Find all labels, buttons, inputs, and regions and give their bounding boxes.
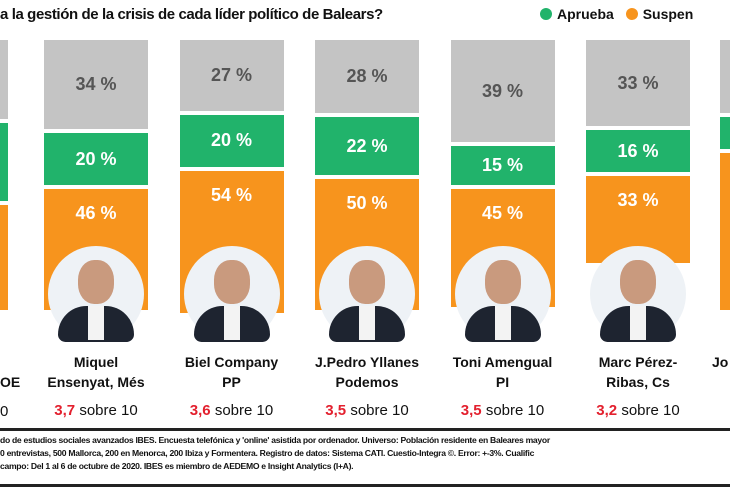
bar-segment bbox=[720, 152, 730, 310]
shirt-shape bbox=[630, 306, 646, 340]
bar-segment bbox=[0, 122, 8, 202]
score-value: 3,6 bbox=[189, 402, 211, 419]
leader-score: 3,5 sobre 10 bbox=[300, 402, 434, 419]
leader-name-line2: Ribas, Cs bbox=[606, 374, 670, 390]
score-value: 3,2 bbox=[596, 402, 618, 419]
leader-name-line1: Toni Amengual bbox=[452, 354, 553, 370]
leader-name-line2: Ensenyat, Més bbox=[47, 374, 145, 390]
data-label: 20 % bbox=[75, 148, 117, 169]
legend-item-suspende: Suspen bbox=[625, 6, 693, 22]
partial-bar-right bbox=[720, 40, 730, 340]
head-shape bbox=[484, 260, 521, 304]
leader-photo bbox=[590, 246, 686, 342]
leader-name-line1: Miquel bbox=[73, 354, 119, 370]
leader-name: Toni Amengual PI bbox=[436, 352, 570, 392]
bar-segment-nsnc: 34 % bbox=[44, 40, 148, 130]
leader-score: 3,6 sobre 10 bbox=[165, 402, 299, 419]
head-shape bbox=[349, 260, 385, 304]
data-label: 34 % bbox=[75, 74, 117, 95]
leader-name-line1: Biel Company bbox=[184, 354, 279, 370]
bar-segment bbox=[720, 117, 730, 149]
head-shape bbox=[78, 260, 114, 304]
data-label: 20 % bbox=[210, 130, 253, 151]
score-value: 3,7 bbox=[54, 402, 76, 419]
bar-segment-nsnc: 39 % bbox=[450, 40, 555, 143]
leader-name-line1: Marc Pérez- bbox=[598, 354, 678, 370]
legend: Aprueba Suspen bbox=[540, 6, 701, 22]
data-label: 15 % bbox=[481, 155, 524, 176]
bar-segment-aprueba: 20 % bbox=[179, 114, 284, 168]
shirt-shape bbox=[494, 306, 511, 340]
data-label: 50 % bbox=[346, 193, 388, 213]
score-suffix: sobre 10 bbox=[79, 402, 138, 419]
data-label: 45 % bbox=[481, 203, 524, 224]
head-shape bbox=[213, 260, 250, 304]
bar-segment-nsnc: 33 % bbox=[586, 40, 690, 127]
leader-photo bbox=[319, 246, 415, 342]
partial-right-name: Jo bbox=[712, 354, 729, 370]
bar-segment-aprueba: 15 % bbox=[450, 146, 555, 186]
head-shape bbox=[620, 260, 656, 304]
data-label: 39 % bbox=[481, 80, 524, 101]
partial-left-score: 0 bbox=[0, 403, 9, 420]
leader-name: Miquel Ensenyat, Més bbox=[29, 352, 163, 392]
leader-name-line2: PP bbox=[222, 374, 241, 390]
bar-segment-aprueba: 20 % bbox=[44, 133, 148, 186]
legend-item-aprueba: Aprueba bbox=[540, 6, 614, 22]
leader-score: 3,7 sobre 10 bbox=[29, 402, 163, 419]
leader-name-line2: Podemos bbox=[335, 374, 399, 390]
legend-swatch-green bbox=[540, 8, 552, 20]
leader-score: 3,2 sobre 10 bbox=[571, 402, 705, 419]
legend-swatch-orange bbox=[625, 8, 638, 20]
data-label: 22 % bbox=[346, 135, 388, 156]
data-label: 54 % bbox=[210, 185, 253, 206]
leader-name: Marc Pérez- Ribas, Cs bbox=[571, 352, 705, 392]
leader-photo bbox=[183, 246, 280, 342]
data-label: 33 % bbox=[617, 190, 659, 211]
bar-segment-nsnc: 28 % bbox=[315, 40, 419, 114]
footer-notes: do de estudios sociales avanzados IBES. … bbox=[0, 435, 550, 471]
leader-photo bbox=[454, 246, 551, 342]
partial-bar-left bbox=[0, 40, 8, 340]
shirt-shape bbox=[223, 306, 240, 340]
score-suffix: sobre 10 bbox=[485, 402, 545, 419]
score-value: 3,5 bbox=[460, 402, 482, 419]
data-label: 16 % bbox=[617, 140, 659, 161]
bar-segment-aprueba: 22 % bbox=[315, 117, 419, 175]
partial-left-name: OE bbox=[0, 374, 21, 390]
data-label: 33 % bbox=[617, 72, 659, 93]
shirt-shape bbox=[359, 306, 375, 340]
data-label: 46 % bbox=[75, 203, 117, 224]
score-suffix: sobre 10 bbox=[621, 402, 680, 419]
leader-name-line1: J.Pedro Yllanes bbox=[314, 354, 419, 370]
bar-segment bbox=[0, 40, 8, 119]
leader-score: 3,5 sobre 10 bbox=[436, 402, 570, 419]
score-value: 3,5 bbox=[325, 402, 347, 419]
score-suffix: sobre 10 bbox=[214, 402, 274, 419]
chart-title: a la gestión de la crisis de cada líder … bbox=[0, 6, 383, 23]
leader-photo bbox=[48, 246, 144, 342]
data-label: 28 % bbox=[346, 66, 388, 87]
bar-segment bbox=[720, 40, 730, 114]
bar-segment bbox=[0, 205, 8, 310]
bar-segment-aprueba: 16 % bbox=[586, 130, 690, 173]
leader-name-line2: PI bbox=[495, 374, 510, 390]
leader-name: Biel Company PP bbox=[165, 352, 299, 392]
bar-segment-nsnc: 27 % bbox=[179, 40, 284, 111]
footer-rule-bottom bbox=[0, 484, 730, 487]
score-suffix: sobre 10 bbox=[350, 402, 409, 419]
data-label: 27 % bbox=[210, 64, 253, 85]
footer-rule-top bbox=[0, 428, 730, 431]
shirt-shape bbox=[88, 306, 104, 340]
leader-name: J.Pedro Yllanes Podemos bbox=[300, 352, 434, 392]
